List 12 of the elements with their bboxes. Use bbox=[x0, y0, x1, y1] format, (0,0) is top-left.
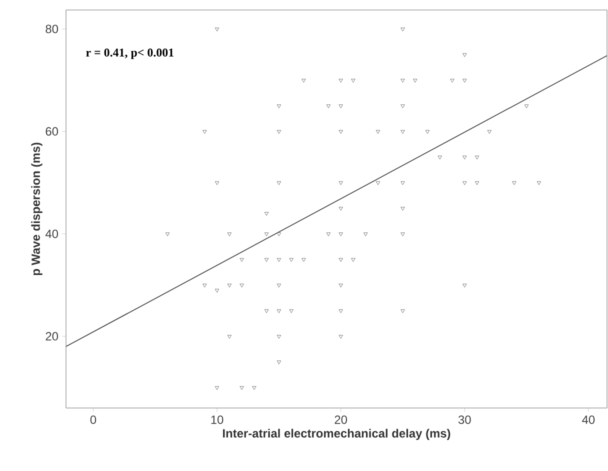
y-tick-label: 20 bbox=[46, 332, 58, 341]
x-tick-label: 40 bbox=[582, 416, 595, 424]
x-axis-title: Inter-atrial electromechanical delay (ms) bbox=[223, 428, 450, 440]
x-tick-label: 0 bbox=[90, 416, 96, 424]
y-axis-title: p Wave dispersion (ms) bbox=[31, 142, 42, 276]
y-tick-label: 40 bbox=[45, 230, 58, 238]
x-tick-label: 30 bbox=[458, 416, 471, 424]
annotation: r = 0.41, p< 0.001 bbox=[86, 48, 174, 60]
x-tick-label: 20 bbox=[334, 416, 348, 424]
y-tick-label: 60 bbox=[46, 127, 58, 136]
x-tick-label: 10 bbox=[211, 416, 224, 424]
y-tick-label: 80 bbox=[46, 24, 58, 34]
